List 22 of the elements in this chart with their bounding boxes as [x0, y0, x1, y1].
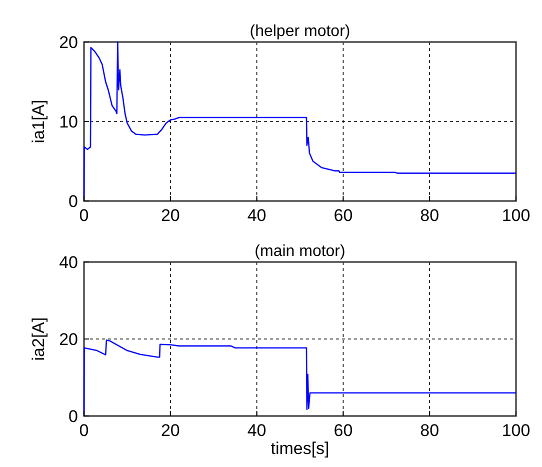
chart-title: (main motor): [254, 243, 346, 260]
y-tick-label: 0: [68, 192, 78, 211]
x-tick-label: 100: [502, 206, 530, 225]
y-tick-label: 0: [68, 406, 78, 426]
chart-title: (helper motor): [250, 23, 350, 40]
x-tick-label: 20: [160, 421, 180, 440]
x-tick-label: 80: [420, 421, 440, 440]
x-tick-label: 80: [420, 206, 440, 225]
x-tick-label: 20: [160, 206, 180, 225]
y-tick-label: 40: [59, 252, 78, 272]
x-tick-label: 40: [247, 206, 266, 225]
y-tick-label: 10: [59, 112, 78, 132]
x-tick-label: 60: [334, 206, 353, 225]
x-tick-label: 40: [247, 421, 266, 440]
y-tick-label: 20: [59, 32, 78, 52]
y-axis-title: ia1[A]: [29, 100, 48, 144]
line-series: [83, 41, 517, 202]
x-axis-title: times[s]: [270, 439, 330, 458]
y-tick-label: 20: [59, 330, 78, 349]
y-axis-title: ia2[A]: [29, 317, 48, 361]
x-tick-label: 60: [334, 421, 353, 440]
x-tick-label: 100: [502, 421, 530, 440]
